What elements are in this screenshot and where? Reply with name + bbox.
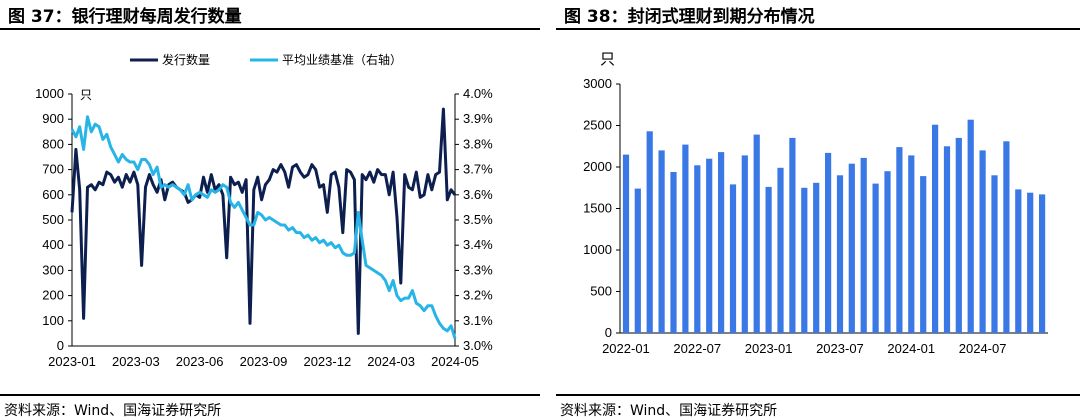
bar (920, 176, 927, 333)
y-tick-label: 3000 (583, 76, 612, 91)
x-tick-label: 2023-01 (745, 341, 793, 356)
bar (1039, 194, 1046, 333)
legend-label-2: 平均业绩基准（右轴） (282, 52, 402, 67)
y-tick-label: 700 (42, 162, 64, 177)
bar (836, 175, 844, 333)
series-line-1 (70, 107, 457, 335)
y-tick-label: 400 (42, 237, 64, 252)
bar (658, 150, 665, 333)
y-axis-unit: 只 (80, 88, 92, 102)
y-tick-label: 1000 (35, 86, 64, 101)
right-title-rule (556, 28, 1080, 30)
series-line-2 (70, 115, 457, 339)
bar (932, 124, 939, 333)
y-tick-label: 600 (42, 187, 64, 202)
bar (955, 137, 962, 333)
bar (943, 146, 951, 334)
bar (634, 188, 641, 333)
y2-tick-label: 4.0% (463, 86, 493, 101)
bar (682, 144, 689, 333)
bar (741, 155, 748, 333)
x-tick-label: 2022-07 (673, 341, 721, 356)
y2-tick-label: 3.8% (463, 136, 493, 151)
y2-tick-label: 3.1% (463, 313, 493, 328)
y-tick-label: 0 (57, 338, 64, 353)
x-tick-label: 2024-05 (431, 354, 479, 369)
x-tick-label: 2023-12 (303, 354, 351, 369)
y2-tick-label: 3.2% (463, 288, 493, 303)
left-title-rule (0, 28, 540, 30)
y2-tick-label: 3.0% (463, 338, 493, 353)
y-axis-unit: 只 (600, 50, 615, 68)
y2-tick-label: 3.3% (463, 262, 493, 277)
y2-tick-label: 3.4% (463, 237, 493, 252)
right-panel: 图 38：封闭式理财到期分布情况 0 500 1000 1500 2000 2500 300… (556, 0, 1080, 419)
left-source: 资料来源：Wind、国海证券研究所 (4, 403, 222, 419)
y2-tick-label: 3.9% (463, 111, 493, 126)
bar (848, 163, 855, 333)
bar (646, 131, 653, 333)
y-tick-label: 1500 (583, 201, 612, 216)
bar (979, 150, 986, 333)
x-tick-label: 2023-03 (112, 354, 160, 369)
bar (825, 152, 832, 333)
left-source-rule (0, 394, 540, 396)
bar (860, 157, 867, 333)
bar (718, 152, 725, 333)
y-tick-label: 500 (590, 284, 612, 299)
x-tick-label: 2024-01 (887, 341, 935, 356)
y-tick-label: 2500 (583, 118, 612, 133)
bar (777, 167, 784, 333)
bar (622, 154, 630, 333)
right-source-rule (556, 394, 1080, 396)
right-chart-title: 图 38：封闭式理财到期分布情况 (564, 7, 815, 27)
bar (884, 171, 891, 333)
y-tick-label: 1000 (583, 242, 612, 257)
bar (908, 155, 915, 333)
bar (753, 134, 760, 333)
y-tick-label: 300 (42, 262, 64, 277)
legend-label-1: 发行数量 (162, 52, 210, 67)
bar (1003, 141, 1010, 333)
y-tick-label: 800 (42, 136, 64, 151)
x-tick-label: 2023-06 (176, 354, 224, 369)
y-tick-label: 100 (42, 313, 64, 328)
bar (706, 158, 713, 333)
right-chart: 0 500 1000 1500 2000 2500 3000 只 2022-01 2022-07 2… (583, 50, 1048, 356)
y-tick-label: 200 (42, 288, 64, 303)
y-tick-label: 900 (42, 111, 64, 126)
y-tick-label: 2000 (583, 159, 612, 174)
right-source: 资料来源：Wind、国海证券研究所 (560, 403, 778, 419)
x-tick-label: 2024-03 (367, 354, 415, 369)
x-tick-label: 2024-07 (959, 341, 1007, 356)
bar (670, 172, 677, 333)
bar (801, 187, 808, 334)
left-chart-title: 图 37：银行理财每周发行数量 (8, 7, 242, 27)
left-chart: 0 100 200 300 400 500 600 700 800 900 1000 3.0% 3.1%… (35, 52, 493, 369)
y-tick-label: 500 (42, 212, 64, 227)
bar (967, 119, 974, 333)
x-tick-label: 2023-07 (816, 341, 864, 356)
x-tick-label: 2023-01 (48, 354, 96, 369)
bar (729, 184, 737, 333)
x-tick-label: 2023-09 (240, 354, 288, 369)
y2-tick-label: 3.7% (463, 162, 493, 177)
y2-tick-label: 3.6% (463, 187, 493, 202)
bar (813, 182, 820, 333)
bar (1027, 192, 1034, 333)
bar (1015, 189, 1022, 333)
bar (765, 186, 772, 333)
bar (694, 165, 701, 333)
bar (872, 183, 879, 333)
bar (896, 147, 903, 333)
x-tick-label: 2022-01 (602, 341, 650, 356)
y2-tick-label: 3.5% (463, 212, 493, 227)
bar (789, 137, 796, 333)
y-tick-label: 0 (605, 325, 612, 340)
bar (991, 175, 998, 333)
left-panel: 图 37：银行理财每周发行数量 0 100 200 300 400 500 600 700 80… (0, 0, 540, 419)
